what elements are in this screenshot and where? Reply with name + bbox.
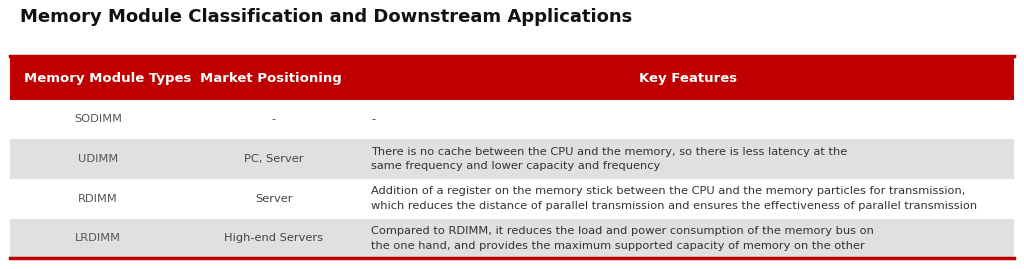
Text: LRDIMM: LRDIMM [75, 233, 121, 243]
Text: UDIMM: UDIMM [78, 154, 118, 164]
Text: RDIMM: RDIMM [78, 194, 118, 204]
Bar [10, 218, 1014, 258]
Text: There is no cache between the CPU and the memory, so there is less latency at th: There is no cache between the CPU and th… [372, 147, 848, 171]
Text: -: - [372, 114, 376, 124]
Text: -: - [271, 114, 275, 124]
Text: Compared to RDIMM, it reduces the load and power consumption of the memory bus o: Compared to RDIMM, it reduces the load a… [372, 226, 874, 251]
Text: Market Positioning: Market Positioning [200, 72, 342, 84]
Bar [10, 56, 1014, 100]
Text: PC, Server: PC, Server [244, 154, 303, 164]
Text: Memory Module Classification and Downstream Applications: Memory Module Classification and Downstr… [20, 8, 633, 26]
Text: SODIMM: SODIMM [74, 114, 122, 124]
Text: Addition of a register on the memory stick between the CPU and the memory partic: Addition of a register on the memory sti… [372, 186, 977, 211]
Text: Key Features: Key Features [639, 72, 736, 84]
Text: Memory Module Types: Memory Module Types [25, 72, 191, 84]
Text: High-end Servers: High-end Servers [224, 233, 324, 243]
Bar [10, 139, 1014, 179]
Bar [10, 100, 1014, 139]
Bar [10, 179, 1014, 218]
Text: Server: Server [255, 194, 293, 204]
